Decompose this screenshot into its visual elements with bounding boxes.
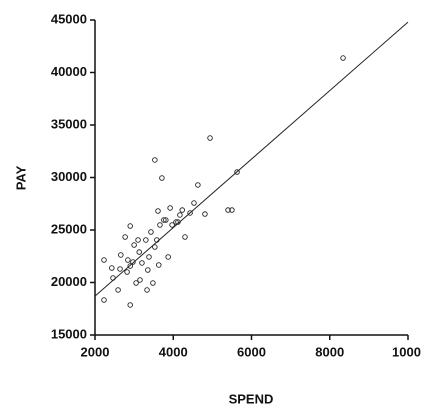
point <box>155 208 161 214</box>
point <box>202 211 208 217</box>
y-tick-label: 15000 <box>51 326 87 341</box>
point <box>127 223 133 229</box>
point <box>159 175 165 181</box>
point <box>127 302 133 308</box>
point <box>154 237 160 243</box>
point <box>127 263 133 269</box>
point <box>157 222 163 228</box>
point <box>207 135 213 141</box>
point <box>109 265 115 271</box>
point <box>122 234 128 240</box>
x-tick-label: 4000 <box>159 344 188 359</box>
x-tick-label: 8000 <box>315 344 344 359</box>
point <box>148 229 154 235</box>
point <box>179 207 185 213</box>
trend-line <box>94 21 409 297</box>
point <box>110 275 116 281</box>
point <box>146 254 152 260</box>
point <box>163 217 169 223</box>
point <box>137 277 143 283</box>
point <box>125 257 131 263</box>
point <box>115 287 121 293</box>
point <box>130 259 136 265</box>
point <box>150 280 156 286</box>
point <box>152 157 158 163</box>
point <box>143 237 149 243</box>
point <box>225 207 231 213</box>
point <box>229 207 235 213</box>
x-tick-label: 6000 <box>237 344 266 359</box>
point <box>101 297 107 303</box>
point <box>101 257 107 263</box>
point <box>118 252 124 258</box>
x-tick-label: 2000 <box>81 344 110 359</box>
y-tick-label: 35000 <box>51 116 87 131</box>
point <box>136 249 142 255</box>
point <box>182 234 188 240</box>
y-tick-label: 20000 <box>51 274 87 289</box>
point <box>135 237 141 243</box>
y-tick-label: 30000 <box>51 169 87 184</box>
point <box>165 254 171 260</box>
point <box>169 222 175 228</box>
point <box>177 212 183 218</box>
x-tick-label: 1000 <box>392 344 421 359</box>
point <box>131 242 137 248</box>
point <box>191 200 197 206</box>
y-tick-label: 45000 <box>51 11 87 26</box>
point <box>195 182 201 188</box>
point <box>144 287 150 293</box>
y-axis-title: PAY <box>13 165 28 190</box>
point <box>175 219 181 225</box>
point <box>234 169 240 175</box>
y-tick-label: 25000 <box>51 221 87 236</box>
point <box>124 269 130 275</box>
point <box>133 280 139 286</box>
point <box>167 205 173 211</box>
y-tick-label: 40000 <box>51 64 87 79</box>
point <box>117 266 123 272</box>
x-axis-title: SPEND <box>229 391 274 406</box>
point <box>161 217 167 223</box>
point <box>156 262 162 268</box>
point <box>187 210 193 216</box>
point <box>340 55 346 61</box>
point <box>139 260 145 266</box>
point <box>152 244 158 250</box>
point <box>145 267 151 273</box>
point <box>173 219 179 225</box>
